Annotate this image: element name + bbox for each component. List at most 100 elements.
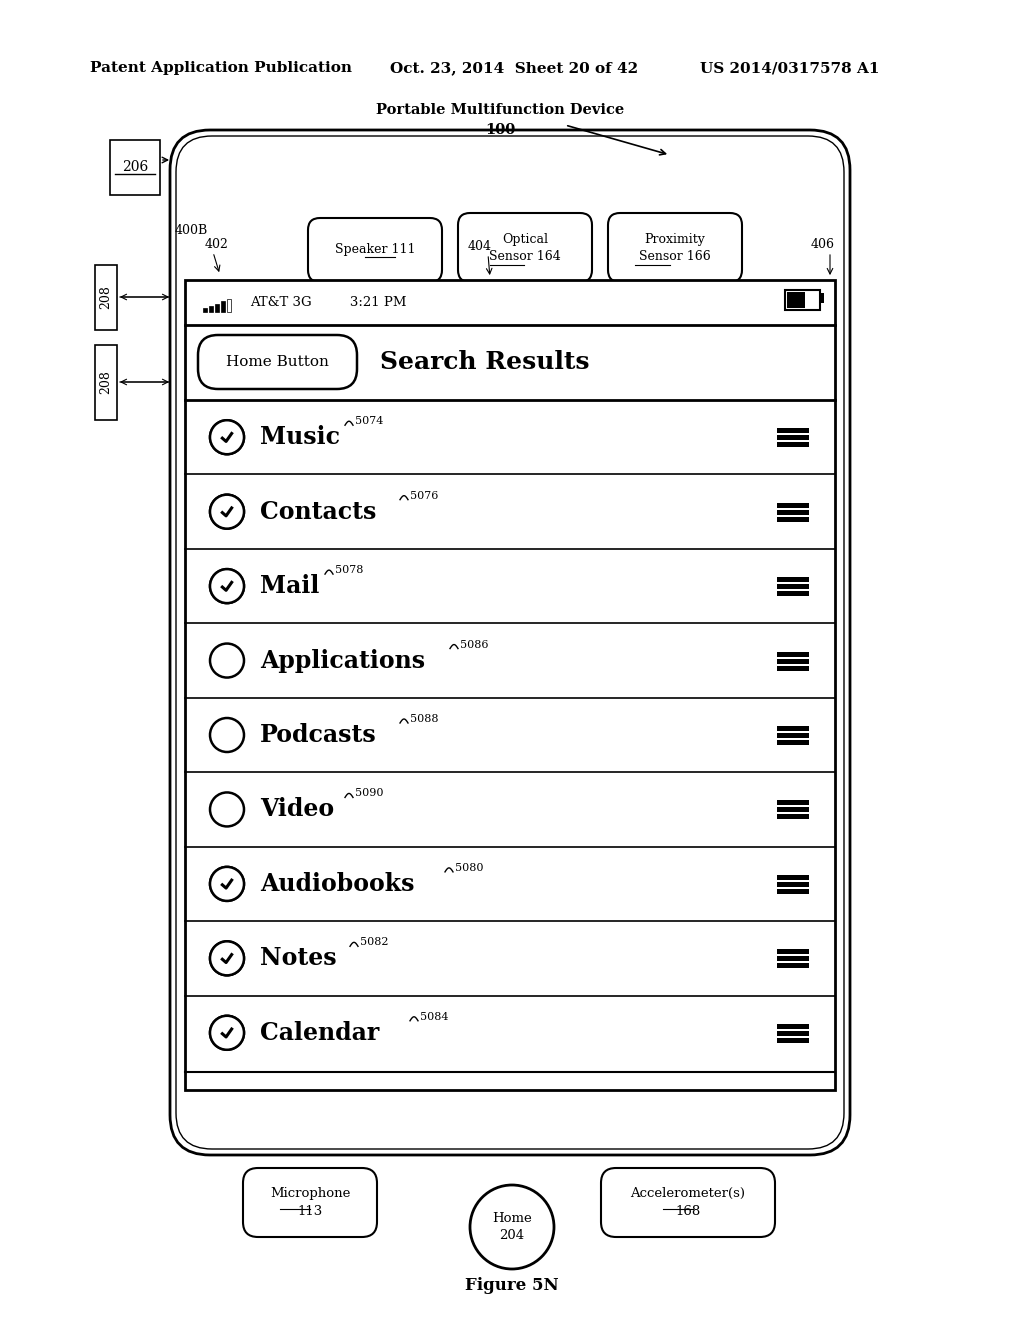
FancyBboxPatch shape <box>110 140 160 195</box>
Circle shape <box>210 867 244 900</box>
Bar <box>820 293 824 304</box>
Bar <box>777 882 809 887</box>
Text: Search Results: Search Results <box>380 350 590 374</box>
Text: Home
204: Home 204 <box>493 1212 531 1242</box>
Bar <box>777 1031 809 1036</box>
Text: 5074: 5074 <box>355 416 383 426</box>
Text: 404: 404 <box>468 240 492 253</box>
Text: Optical
Sensor 164: Optical Sensor 164 <box>489 232 561 263</box>
Bar <box>777 428 809 433</box>
Text: Mail: Mail <box>260 574 319 598</box>
Bar <box>777 442 809 447</box>
Bar <box>777 949 809 954</box>
Circle shape <box>210 644 244 677</box>
Bar <box>203 308 207 312</box>
Bar <box>215 304 219 312</box>
Circle shape <box>214 1020 240 1045</box>
Bar <box>777 726 809 731</box>
Bar <box>785 290 820 310</box>
Text: Microphone
113: Microphone 113 <box>269 1187 350 1218</box>
FancyBboxPatch shape <box>458 213 592 282</box>
Circle shape <box>210 867 244 900</box>
Circle shape <box>210 420 244 454</box>
Bar <box>95 265 117 330</box>
Text: 208: 208 <box>99 285 113 309</box>
Bar <box>227 298 231 312</box>
Bar <box>777 808 809 812</box>
Text: AT&T 3G         3:21 PM: AT&T 3G 3:21 PM <box>250 297 407 309</box>
Text: Patent Application Publication: Patent Application Publication <box>90 61 352 75</box>
Circle shape <box>210 1016 244 1049</box>
Bar <box>777 888 809 894</box>
Circle shape <box>470 1185 554 1269</box>
Bar <box>777 814 809 820</box>
Bar <box>777 585 809 589</box>
Circle shape <box>214 499 240 524</box>
Bar <box>777 875 809 880</box>
Text: 406: 406 <box>811 239 835 252</box>
Bar <box>777 1038 809 1043</box>
Text: 100: 100 <box>485 123 515 137</box>
Circle shape <box>210 718 244 752</box>
FancyBboxPatch shape <box>243 1168 377 1237</box>
Bar <box>777 516 809 521</box>
Text: 5084: 5084 <box>420 1011 449 1022</box>
Text: Figure 5N: Figure 5N <box>465 1276 559 1294</box>
Circle shape <box>214 871 240 896</box>
Text: Oct. 23, 2014  Sheet 20 of 42: Oct. 23, 2014 Sheet 20 of 42 <box>390 61 638 75</box>
Text: Notes: Notes <box>260 946 337 970</box>
Circle shape <box>214 424 240 450</box>
Text: Contacts: Contacts <box>260 500 377 524</box>
Text: 400B: 400B <box>175 223 208 236</box>
Text: Calendar: Calendar <box>260 1020 379 1044</box>
Text: US 2014/0317578 A1: US 2014/0317578 A1 <box>700 61 880 75</box>
Bar <box>777 591 809 597</box>
Circle shape <box>210 792 244 826</box>
Bar <box>777 510 809 515</box>
Bar <box>777 577 809 582</box>
Bar <box>787 292 805 308</box>
Bar <box>209 306 213 312</box>
Text: Audiobooks: Audiobooks <box>260 873 415 896</box>
Bar <box>185 280 835 1090</box>
Bar <box>777 659 809 664</box>
Bar <box>777 741 809 744</box>
FancyBboxPatch shape <box>608 213 742 282</box>
Circle shape <box>210 569 244 603</box>
Circle shape <box>210 495 244 529</box>
Text: 206: 206 <box>122 160 148 174</box>
Text: Home Button: Home Button <box>226 355 329 370</box>
Text: 5086: 5086 <box>460 640 488 649</box>
Text: 402: 402 <box>205 239 229 252</box>
Text: Speaker 111: Speaker 111 <box>335 243 416 256</box>
Circle shape <box>210 495 244 529</box>
Bar <box>777 733 809 738</box>
Bar <box>777 964 809 969</box>
Text: 5076: 5076 <box>410 491 438 500</box>
FancyBboxPatch shape <box>308 218 442 282</box>
Text: Podcasts: Podcasts <box>260 723 377 747</box>
Bar <box>777 436 809 441</box>
Circle shape <box>210 1016 244 1049</box>
Bar <box>95 345 117 420</box>
Text: Applications: Applications <box>260 648 425 673</box>
Circle shape <box>214 573 240 599</box>
Bar <box>777 665 809 671</box>
Circle shape <box>214 945 240 972</box>
Text: Portable Multifunction Device: Portable Multifunction Device <box>376 103 624 117</box>
Text: Accelerometer(s)
168: Accelerometer(s) 168 <box>631 1187 745 1218</box>
Text: 5088: 5088 <box>410 714 438 723</box>
Text: 5082: 5082 <box>360 937 388 948</box>
Bar <box>777 800 809 805</box>
Circle shape <box>210 569 244 603</box>
Circle shape <box>210 420 244 454</box>
Bar <box>777 503 809 508</box>
Text: 5080: 5080 <box>455 863 483 873</box>
FancyBboxPatch shape <box>601 1168 775 1237</box>
FancyBboxPatch shape <box>170 129 850 1155</box>
Text: Proximity
Sensor 166: Proximity Sensor 166 <box>639 232 711 263</box>
Text: 5078: 5078 <box>335 565 364 576</box>
Bar <box>221 301 225 312</box>
Bar <box>777 956 809 961</box>
Text: Video: Video <box>260 797 334 821</box>
